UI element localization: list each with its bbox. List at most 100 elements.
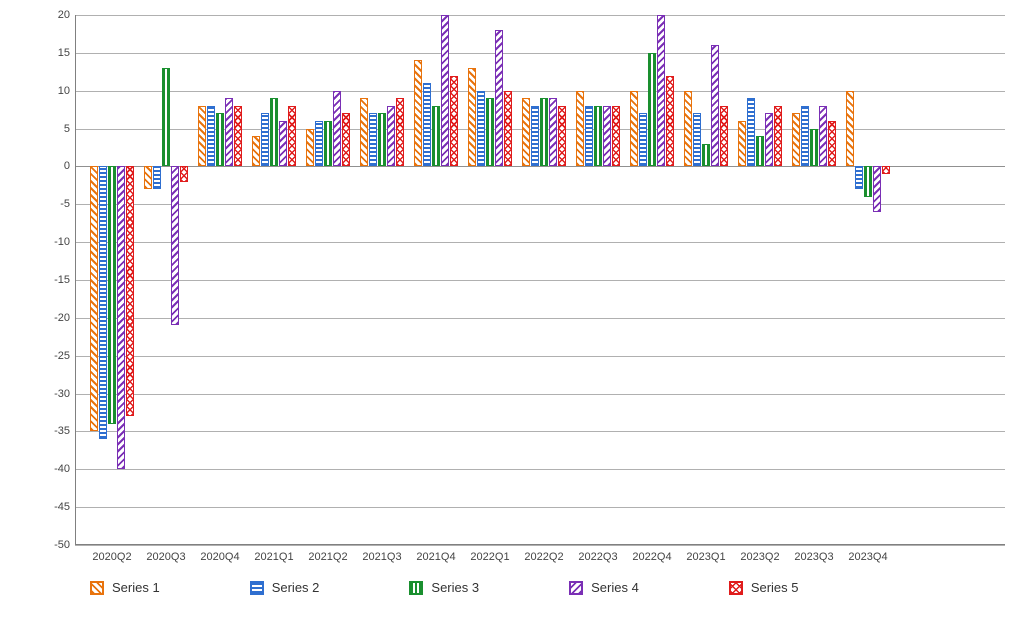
bar xyxy=(711,45,719,166)
x-tick-label: 2022Q4 xyxy=(622,551,682,563)
gridline xyxy=(75,280,1005,281)
legend-swatch xyxy=(729,581,743,595)
bar xyxy=(180,166,188,181)
x-tick-label: 2021Q3 xyxy=(352,551,412,563)
y-tick-label: 5 xyxy=(10,123,70,135)
y-tick-label: -40 xyxy=(10,463,70,475)
bar xyxy=(90,166,98,431)
gridline xyxy=(75,356,1005,357)
bar xyxy=(873,166,881,211)
bar xyxy=(657,15,665,166)
bar xyxy=(630,91,638,167)
x-tick-label: 2023Q4 xyxy=(838,551,898,563)
bar xyxy=(612,106,620,167)
bar xyxy=(855,166,863,189)
y-tick-label: -15 xyxy=(10,274,70,286)
y-tick-label: -5 xyxy=(10,198,70,210)
bar xyxy=(603,106,611,167)
bar-chart xyxy=(75,15,1005,545)
bar xyxy=(738,121,746,166)
bar xyxy=(333,91,341,167)
bar xyxy=(720,106,728,167)
bar xyxy=(270,98,278,166)
bar xyxy=(531,106,539,167)
bar xyxy=(252,136,260,166)
bar xyxy=(279,121,287,166)
x-tick-label: 2022Q3 xyxy=(568,551,628,563)
bar xyxy=(108,166,116,423)
bar xyxy=(522,98,530,166)
gridline xyxy=(75,53,1005,54)
bar xyxy=(747,98,755,166)
bar xyxy=(846,91,854,167)
bar xyxy=(441,15,449,166)
bar xyxy=(648,53,656,167)
gridline xyxy=(75,545,1005,546)
legend-label: Series 1 xyxy=(112,580,160,595)
bar xyxy=(414,60,422,166)
bar xyxy=(756,136,764,166)
legend-swatch xyxy=(569,581,583,595)
bar xyxy=(684,91,692,167)
bar xyxy=(864,166,872,196)
bar xyxy=(792,113,800,166)
gridline xyxy=(75,507,1005,508)
legend-label: Series 3 xyxy=(431,580,479,595)
bar xyxy=(495,30,503,166)
bar xyxy=(378,113,386,166)
bar xyxy=(171,166,179,325)
bar xyxy=(819,106,827,167)
bar xyxy=(261,113,269,166)
x-tick-label: 2022Q1 xyxy=(460,551,520,563)
bar xyxy=(153,166,161,189)
x-tick-label: 2023Q1 xyxy=(676,551,736,563)
legend-label: Series 5 xyxy=(751,580,799,595)
bar xyxy=(774,106,782,167)
bar xyxy=(801,106,809,167)
y-tick-label: -20 xyxy=(10,312,70,324)
legend: Series 1Series 2Series 3Series 4Series 5 xyxy=(90,580,1010,595)
bar xyxy=(585,106,593,167)
bar xyxy=(450,76,458,167)
bar xyxy=(477,91,485,167)
legend-swatch xyxy=(250,581,264,595)
bar xyxy=(765,113,773,166)
bar xyxy=(216,113,224,166)
bar xyxy=(666,76,674,167)
y-tick-label: 10 xyxy=(10,85,70,97)
bar xyxy=(360,98,368,166)
bar xyxy=(558,106,566,167)
y-tick-label: 15 xyxy=(10,47,70,59)
bar xyxy=(369,113,377,166)
bar xyxy=(882,166,890,174)
legend-label: Series 2 xyxy=(272,580,320,595)
bar xyxy=(225,98,233,166)
bar xyxy=(639,113,647,166)
x-tick-label: 2022Q2 xyxy=(514,551,574,563)
x-tick-label: 2023Q3 xyxy=(784,551,844,563)
gridline xyxy=(75,394,1005,395)
x-tick-label: 2020Q3 xyxy=(136,551,196,563)
bar xyxy=(810,129,818,167)
x-tick-label: 2021Q2 xyxy=(298,551,358,563)
bar xyxy=(396,98,404,166)
bar xyxy=(324,121,332,166)
bar xyxy=(540,98,548,166)
x-tick-label: 2023Q2 xyxy=(730,551,790,563)
x-axis-line xyxy=(75,544,1005,545)
legend-swatch xyxy=(409,581,423,595)
bar xyxy=(99,166,107,439)
legend-item: Series 2 xyxy=(250,580,320,595)
bar xyxy=(702,144,710,167)
bar xyxy=(423,83,431,166)
bar xyxy=(234,106,242,167)
y-tick-label: -45 xyxy=(10,501,70,513)
bar xyxy=(117,166,125,469)
bar xyxy=(288,106,296,167)
bar xyxy=(126,166,134,416)
legend-item: Series 1 xyxy=(90,580,160,595)
x-tick-label: 2020Q2 xyxy=(82,551,142,563)
gridline xyxy=(75,204,1005,205)
x-tick-label: 2021Q1 xyxy=(244,551,304,563)
plot-area xyxy=(75,15,1005,545)
